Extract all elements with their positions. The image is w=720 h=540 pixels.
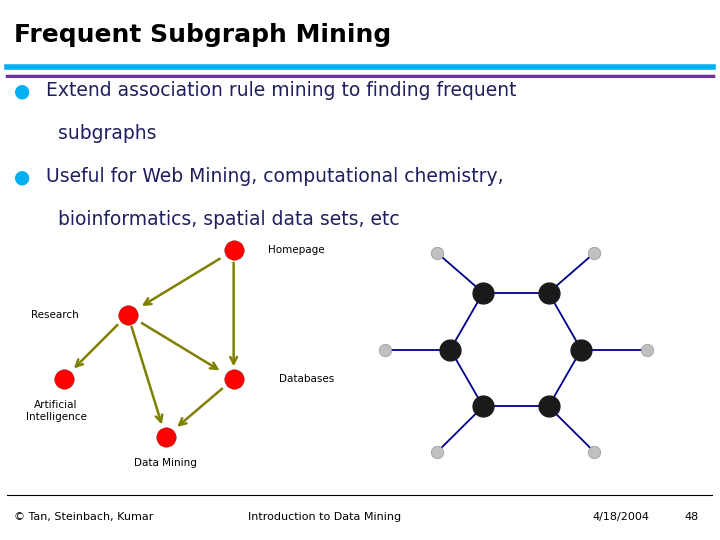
Text: Artificial
Intelligence: Artificial Intelligence (25, 400, 86, 422)
Text: Frequent Subgraph Mining: Frequent Subgraph Mining (14, 23, 392, 47)
Text: Useful for Web Mining, computational chemistry,: Useful for Web Mining, computational che… (46, 167, 503, 186)
Text: Extend association rule mining to finding frequent: Extend association rule mining to findin… (46, 81, 516, 100)
Text: Homepage: Homepage (268, 245, 324, 255)
Text: Databases: Databases (279, 374, 334, 384)
Text: Research: Research (31, 309, 78, 320)
Text: 4/18/2004: 4/18/2004 (593, 512, 650, 522)
Text: 48: 48 (685, 512, 699, 522)
Text: bioinformatics, spatial data sets, etc: bioinformatics, spatial data sets, etc (46, 210, 400, 229)
Text: © Tan, Steinbach, Kumar: © Tan, Steinbach, Kumar (14, 512, 153, 522)
Text: Introduction to Data Mining: Introduction to Data Mining (248, 512, 401, 522)
Text: subgraphs: subgraphs (46, 124, 156, 143)
Text: ●: ● (14, 81, 31, 100)
Text: Data Mining: Data Mining (134, 458, 197, 468)
Text: ●: ● (14, 167, 31, 186)
